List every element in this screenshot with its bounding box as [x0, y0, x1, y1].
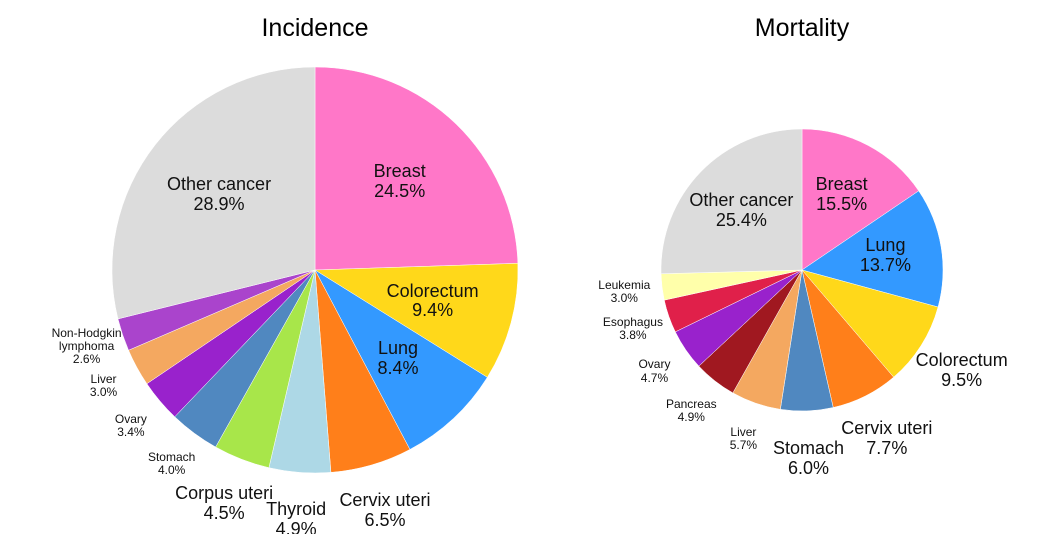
value-label: 4.5% [203, 502, 245, 523]
pie-slice [801, 190, 944, 308]
slice-label: Ovary 3.4% [83, 411, 178, 439]
value-label: 8.4% [377, 358, 419, 379]
category-label: Corpus uteri [175, 483, 274, 504]
slice-label: Ovary 4.7% [607, 357, 702, 385]
value-label: 13.7% [859, 255, 911, 276]
category-label: Lung [865, 235, 906, 256]
slice-label: Leukemia 3.0% [577, 277, 672, 305]
category-label: Liver [730, 424, 757, 439]
slice-label: Lung 8.4% [338, 339, 458, 379]
slice-label: Cervix uteri 7.7% [827, 418, 947, 459]
slice-label: Lung 13.7% [825, 235, 945, 276]
category-label: Other cancer [167, 174, 272, 195]
pie-slice [314, 269, 488, 450]
category-label: Esophagus [602, 314, 663, 329]
category-label: Colorectum [386, 280, 479, 301]
slice-label: Non-Hodgkin lymphoma 2.6% [39, 326, 134, 367]
chart-title: Mortality [754, 14, 850, 42]
value-label: 9.5% [941, 370, 983, 391]
value-label: 3.4% [117, 424, 145, 439]
category-label: Stomach [147, 449, 196, 464]
pie-slice [801, 269, 939, 378]
pie-slice [111, 66, 316, 320]
slice-label: Esophagus 3.8% [585, 314, 680, 342]
slice-label: Breast 24.5% [340, 161, 460, 203]
slice-label: Other cancer 25.4% [681, 190, 801, 231]
category-label: Colorectum [915, 350, 1008, 371]
value-label: 3.0% [610, 290, 638, 305]
pie-slice [314, 263, 519, 378]
category-label: Stomach [773, 438, 845, 459]
category-label: Ovary [638, 357, 671, 372]
pie-slice [801, 128, 920, 271]
value-label: 25.4% [715, 209, 767, 230]
category-label: Other cancer [689, 190, 794, 211]
value-label: 15.5% [816, 194, 868, 215]
value-label: 2.6% [72, 352, 101, 367]
value-label: 4.0% [157, 462, 186, 477]
value-label: 3.0% [89, 384, 118, 399]
category-label: Thyroid [266, 499, 327, 520]
category-label: Cervix uteri [841, 418, 933, 439]
pie-slice [314, 66, 519, 271]
category-label: Liver [90, 371, 117, 386]
slice-label: Liver 3.0% [56, 371, 151, 399]
value-label: 28.9% [193, 193, 245, 214]
slice-label: Liver 5.7% [696, 424, 791, 453]
pie-slice [660, 128, 803, 275]
chart-title: Incidence [261, 14, 369, 42]
category-label: Cervix uteri [339, 490, 431, 511]
slice-label: Thyroid 4.9% [236, 500, 356, 534]
value-label: 5.7% [729, 438, 758, 453]
slice-label: Colorectum 9.4% [373, 280, 493, 322]
value-label: 24.5% [374, 181, 426, 202]
slice-label: Colorectum 9.5% [902, 351, 1022, 391]
slice-label: Breast 15.5% [782, 175, 902, 215]
value-label: 6.5% [364, 510, 406, 531]
value-label: 3.8% [619, 327, 647, 342]
value-label: 4.9% [677, 409, 705, 424]
value-label: 9.4% [412, 300, 454, 321]
slice-label: Pancreas 4.9% [644, 396, 739, 424]
slice-label: Other cancer 28.9% [159, 174, 279, 215]
category-label: Breast [815, 174, 868, 195]
category-label: Ovary [114, 411, 147, 426]
category-label: Pancreas [665, 396, 717, 411]
value-label: 4.7% [640, 370, 669, 385]
value-label: 4.9% [275, 519, 317, 534]
slice-label: Stomach 6.0% [749, 438, 869, 479]
category-label: Non-Hodgkin lymphoma [51, 326, 122, 354]
value-label: 7.7% [866, 437, 908, 458]
category-label: Leukemia [598, 277, 651, 292]
category-label: Lung [378, 338, 419, 359]
category-label: Breast [373, 161, 426, 182]
slice-label: Cervix uteri 6.5% [325, 490, 445, 531]
slice-label: Stomach 4.0% [124, 449, 219, 477]
slice-label: Corpus uteri 4.5% [164, 483, 284, 524]
value-label: 6.0% [788, 457, 830, 478]
